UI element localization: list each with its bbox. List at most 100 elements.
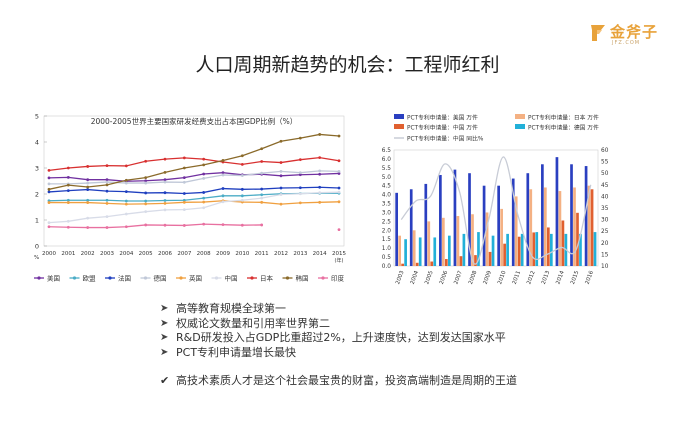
x-tick-label: 2004 <box>410 270 421 286</box>
data-point <box>240 187 244 191</box>
data-point <box>318 172 322 176</box>
data-point <box>124 199 128 203</box>
bar <box>573 187 576 266</box>
bar <box>395 192 398 266</box>
data-point <box>86 181 90 185</box>
bar <box>549 233 553 266</box>
bar <box>427 221 431 266</box>
data-point <box>47 221 51 224</box>
series-line <box>48 186 340 195</box>
bar <box>535 232 539 266</box>
data-point <box>105 201 109 205</box>
data-point <box>144 179 148 183</box>
data-point <box>298 201 302 205</box>
legend-marker <box>285 276 290 280</box>
legend-label: PCT专利申请量：中国 同比% <box>407 135 484 143</box>
y-unit: % <box>34 255 39 261</box>
bar <box>526 173 530 266</box>
bar <box>398 235 401 266</box>
data-point <box>86 198 90 202</box>
y-left-tick-label: 1.0 <box>382 246 392 252</box>
legend-label: 韩国 <box>296 274 309 283</box>
bullet-text: 高等教育规模全球第一 <box>176 302 286 315</box>
data-point <box>298 171 302 175</box>
data-point <box>279 139 283 143</box>
y-right-tick-label: 30 <box>601 218 609 224</box>
data-point <box>279 161 283 164</box>
bar <box>424 183 428 266</box>
bar <box>433 237 437 266</box>
data-point <box>202 163 206 167</box>
legend-label: 欧盟 <box>83 274 97 283</box>
data-point <box>182 208 186 211</box>
series-line <box>48 223 262 229</box>
y-left-tick-label: 3.5 <box>382 202 392 208</box>
data-point <box>202 196 206 200</box>
y-left-tick-label: 5.0 <box>382 175 392 181</box>
bar <box>459 256 463 266</box>
data-point <box>337 134 341 138</box>
data-point <box>202 191 206 194</box>
data-point <box>163 171 167 174</box>
y-left-tick-label: 0.0 <box>382 264 392 270</box>
y-left-tick-label: 5.5 <box>382 166 392 172</box>
bullet-item: ➤ R&D研发投入占GDP比重超过2%，上升速度快，达到发达国家水平 <box>160 331 506 346</box>
bar <box>593 232 597 266</box>
y-left-tick-label: 1.5 <box>382 237 392 243</box>
bar <box>511 178 515 266</box>
logo-text: 金斧子 <box>610 23 659 41</box>
legend-marker <box>250 276 254 280</box>
data-point <box>105 189 109 193</box>
data-point <box>144 159 148 163</box>
bar <box>558 191 562 266</box>
x-tick-label: 2006 <box>439 270 450 286</box>
data-point <box>279 202 283 206</box>
arrow-bullet-icon: ➤ <box>160 317 169 329</box>
bar <box>584 166 588 266</box>
y-left-tick-label: 4.0 <box>382 193 392 199</box>
bar <box>485 212 489 266</box>
data-point <box>221 187 225 190</box>
x-tick-label: 2008 <box>197 251 211 257</box>
x-tick-label: 2014 <box>555 270 566 286</box>
bullet-item: ➤ 高等教育规模全球第一 <box>160 302 506 317</box>
data-point <box>105 226 109 229</box>
legend-marker <box>214 276 219 280</box>
data-point <box>163 191 167 195</box>
data-point <box>240 194 244 198</box>
bar <box>587 185 591 266</box>
x-unit: (年) <box>335 257 344 264</box>
data-point <box>144 181 148 185</box>
data-point <box>66 225 70 229</box>
x-tick-label: 2010 <box>497 270 508 286</box>
bar <box>418 237 422 266</box>
data-point <box>202 222 206 226</box>
legend-marker <box>179 276 183 280</box>
data-point <box>279 186 283 190</box>
data-point <box>260 193 264 197</box>
bar <box>570 164 573 266</box>
x-tick-label: 2000 <box>42 251 56 257</box>
legend-label: 德国 <box>154 274 167 283</box>
bar <box>453 169 457 266</box>
data-point <box>260 223 264 227</box>
legend-label: 法国 <box>118 274 131 283</box>
data-point <box>318 185 322 189</box>
bar <box>430 261 434 266</box>
data-point <box>240 154 244 158</box>
bar <box>544 187 547 266</box>
y-right-tick-label: 40 <box>601 194 609 200</box>
bar <box>474 255 477 266</box>
legend-label: PCT专利申请量：德国 万件 <box>528 124 599 132</box>
data-point <box>202 206 206 210</box>
plot-frame <box>393 149 599 267</box>
data-point <box>318 169 322 173</box>
bar <box>576 212 579 266</box>
bullet-text: 权威论文数量和引用率世界第二 <box>176 316 330 330</box>
data-point <box>260 160 264 163</box>
legend-label: PCT专利申请量：中国 万件 <box>407 124 478 132</box>
x-tick-label: 2005 <box>424 270 435 286</box>
data-point <box>279 193 283 196</box>
data-point <box>279 169 283 173</box>
bar <box>514 196 518 266</box>
